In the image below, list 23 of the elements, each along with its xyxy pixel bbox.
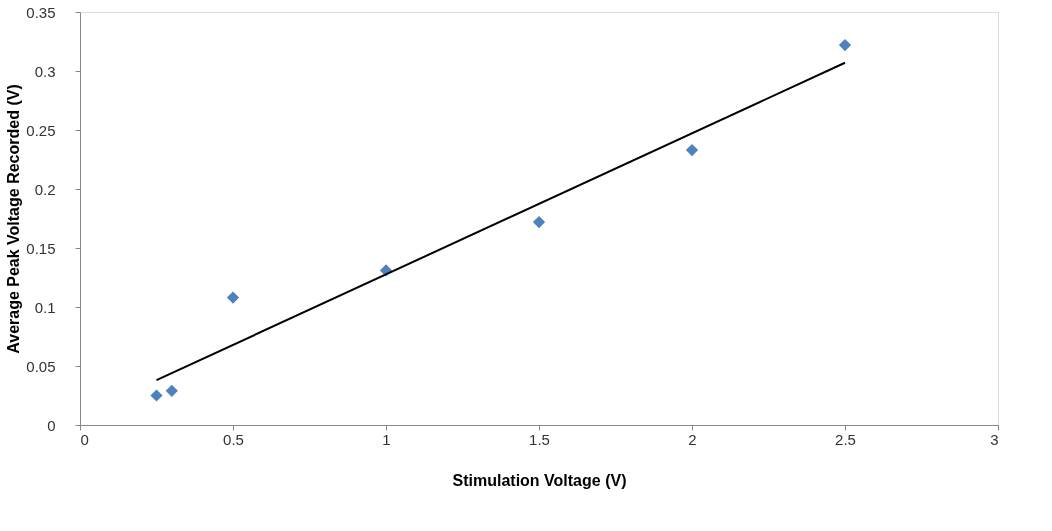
y-tick-label: 0.2 (34, 180, 56, 198)
point (226, 291, 240, 304)
point (838, 38, 852, 52)
x-tick-label: 1.5 (529, 430, 550, 448)
y-axis-title: Average Peak Voltage Recorded (V) (5, 84, 23, 354)
x-tick-label: 0 (80, 430, 89, 448)
point (165, 384, 178, 397)
y-tick-label: 0.05 (26, 357, 56, 375)
x-tick-label: 0.5 (223, 430, 244, 448)
point (150, 389, 163, 402)
y-tick-label: 0.15 (26, 239, 56, 257)
y-tick-label: 0.1 (34, 298, 56, 316)
y-tick-label: 0.35 (26, 3, 56, 21)
x-tick-label: 3 (990, 430, 999, 448)
x-tick-label: 1 (382, 430, 391, 448)
x-axis-title: Stimulation Voltage (V) (452, 471, 627, 489)
point (532, 215, 546, 229)
x-tick-label: 2.5 (835, 430, 856, 448)
y-tick-label: 0 (47, 416, 56, 434)
point (685, 143, 699, 157)
x-tick-label: 2 (688, 430, 697, 448)
y-tick-label: 0.25 (26, 121, 56, 139)
y-tick-label: 0.3 (34, 62, 56, 80)
